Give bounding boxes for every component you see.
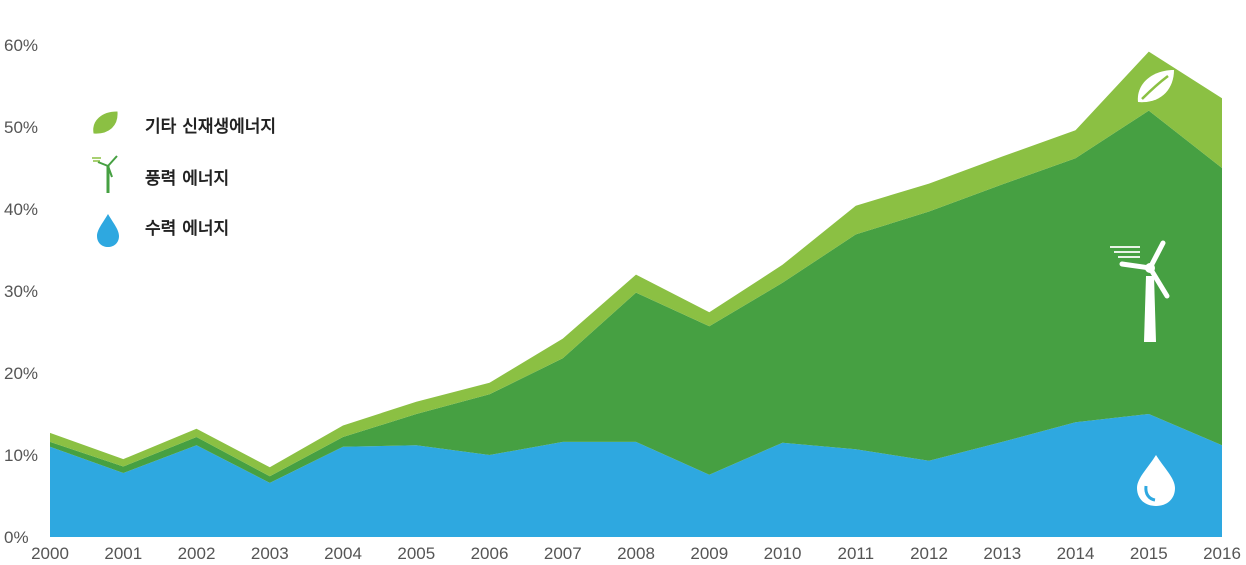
area-series-1 — [50, 110, 1222, 483]
legend-label-wind: 풍력 에너지 — [145, 169, 229, 189]
water-drop-icon — [97, 214, 119, 247]
y-tick-label: 60% — [4, 36, 38, 55]
y-tick-label: 10% — [4, 446, 38, 465]
y-tick-label: 40% — [4, 200, 38, 219]
wind-turbine-icon — [92, 155, 118, 193]
leaf-vein — [1141, 75, 1169, 100]
x-tick-label: 2013 — [983, 544, 1021, 563]
stacked-areas — [50, 51, 1222, 537]
y-tick-label: 50% — [4, 118, 38, 137]
legend-item-other-renewables: 기타 신재생에너지 — [93, 111, 276, 137]
x-tick-label: 2005 — [397, 544, 435, 563]
x-tick-label: 2015 — [1130, 544, 1168, 563]
x-tick-label: 2010 — [764, 544, 802, 563]
y-axis-tick-labels: 0% 10% 20% 30% 40% 50% 60% — [4, 36, 38, 547]
x-tick-label: 2002 — [178, 544, 216, 563]
leaf-icon — [93, 111, 118, 134]
legend-label-other-renewables: 기타 신재생에너지 — [145, 117, 276, 137]
x-tick-label: 2009 — [690, 544, 728, 563]
x-tick-label: 2003 — [251, 544, 289, 563]
y-tick-label: 0% — [4, 528, 29, 547]
x-tick-label: 2004 — [324, 544, 362, 563]
x-tick-label: 2016 — [1203, 544, 1241, 563]
x-tick-label: 2012 — [910, 544, 948, 563]
water-drop-icon — [1137, 455, 1175, 506]
legend-item-hydro: 수력 에너지 — [97, 214, 229, 247]
x-tick-label: 2007 — [544, 544, 582, 563]
x-tick-label: 2008 — [617, 544, 655, 563]
legend-item-wind: 풍력 에너지 — [92, 155, 229, 193]
x-tick-label: 2014 — [1057, 544, 1095, 563]
y-tick-label: 20% — [4, 364, 38, 383]
legend: 기타 신재생에너지 풍력 에너지 수력 에너지 — [92, 111, 276, 247]
wind-turbine-icon — [1110, 240, 1170, 342]
x-tick-label: 2000 — [31, 544, 69, 563]
x-tick-label: 2001 — [104, 544, 142, 563]
x-tick-label: 2011 — [838, 544, 875, 563]
x-tick-label: 2006 — [471, 544, 509, 563]
y-tick-label: 30% — [4, 282, 38, 301]
legend-label-hydro: 수력 에너지 — [145, 219, 229, 239]
area-series-0 — [50, 414, 1222, 537]
x-axis-tick-labels: 2000 2001 2002 2003 2004 2005 2006 2007 2008 2009… — [31, 544, 1241, 563]
